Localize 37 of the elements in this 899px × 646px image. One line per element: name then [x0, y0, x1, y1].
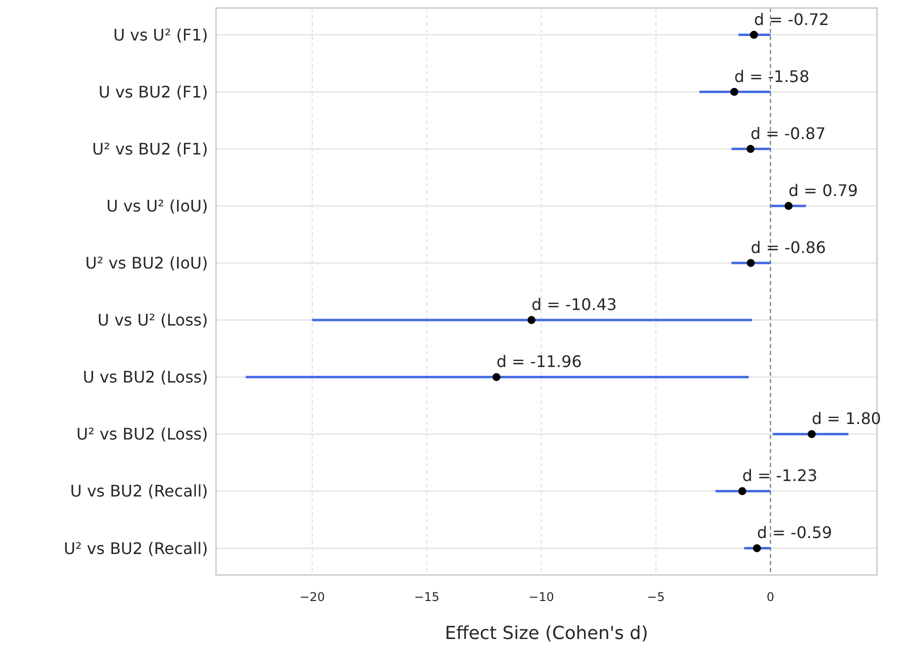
y-tick-label: U² vs BU2 (Loss) — [76, 424, 208, 444]
point — [746, 258, 755, 267]
point — [752, 544, 761, 552]
bar — [246, 376, 749, 378]
y-tick-label: U² vs BU2 (Recall) — [64, 538, 208, 558]
x-tick-label: −10 — [528, 590, 554, 604]
y-tick-label: U vs BU2 (Recall) — [70, 482, 208, 501]
data-label: d = -0.87 — [750, 124, 826, 143]
point — [738, 487, 746, 496]
data-label: d = 0.79 — [788, 180, 858, 200]
y-tick-label: U vs U² (IoU) — [106, 196, 208, 216]
y-tick-label: U vs U² (Loss) — [98, 310, 208, 330]
point — [492, 373, 500, 382]
point — [746, 144, 755, 153]
point — [784, 202, 793, 210]
data-label: d = -0.86 — [750, 238, 826, 257]
x-axis-title: Effect Size (Cohen's d) — [444, 623, 648, 644]
data-label: d = -0.72 — [754, 10, 830, 29]
data-label: d = -1.58 — [734, 66, 810, 86]
y-tick-label: U vs U² (F1) — [113, 25, 208, 44]
data-label: d = -1.23 — [742, 466, 818, 486]
y-tick-label: U vs BU2 (F1) — [98, 82, 208, 102]
data-label: d = -0.59 — [756, 523, 832, 542]
x-tick-label: 0 — [766, 590, 774, 604]
y-tick-label: U vs BU2 (Loss) — [82, 368, 208, 387]
x-tick-label: −15 — [414, 590, 440, 604]
x-tick-label: −20 — [300, 590, 325, 604]
data-label: d = -11.96 — [496, 352, 582, 372]
data-label: d = -10.43 — [531, 295, 617, 314]
point — [527, 316, 536, 324]
x-tick-label: −5 — [647, 590, 665, 604]
data-label: d = 1.80 — [812, 409, 882, 428]
point — [730, 88, 738, 96]
y-tick-label: U² vs BU2 (F1) — [92, 139, 208, 158]
point — [750, 30, 758, 39]
y-tick-label: U² vs BU2 (IoU) — [85, 254, 208, 273]
point — [808, 430, 816, 438]
